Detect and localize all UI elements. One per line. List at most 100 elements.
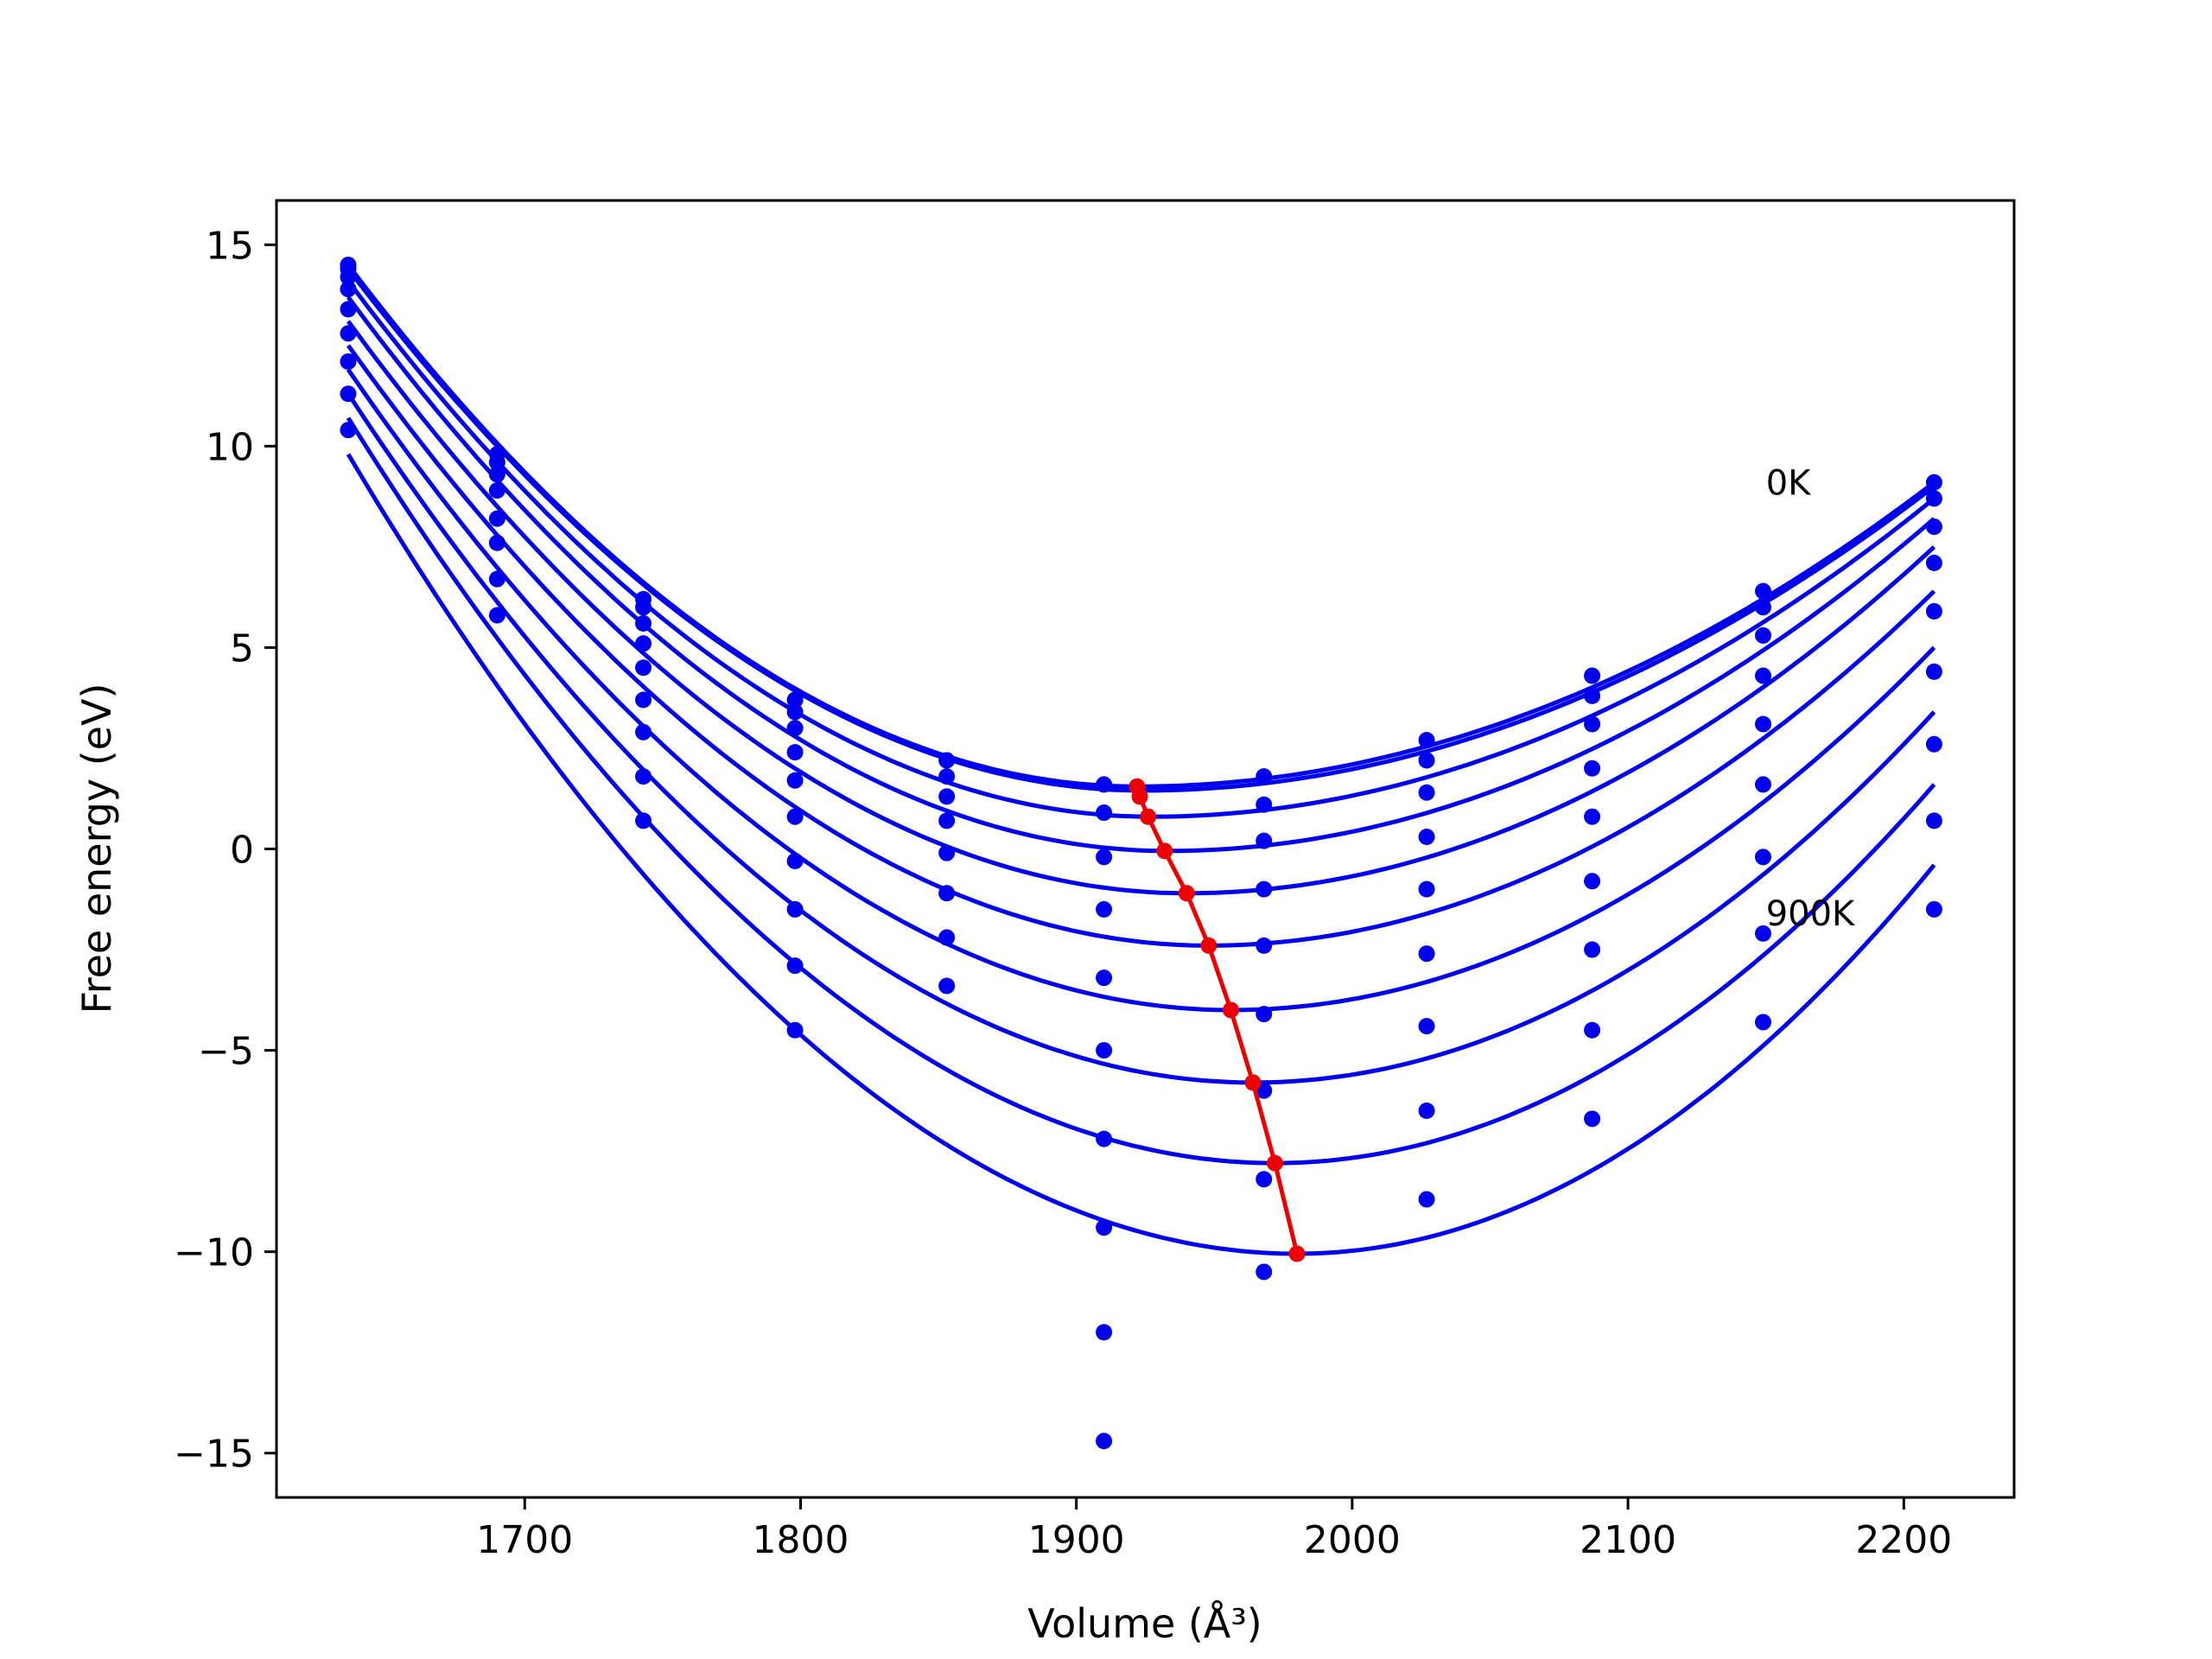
curve-annotation: 0K — [1766, 463, 1812, 503]
data-point — [1096, 969, 1113, 987]
fit-curve-4 — [346, 320, 1936, 896]
data-point — [1255, 1171, 1273, 1188]
data-point — [1096, 1219, 1113, 1236]
data-point — [1584, 941, 1601, 958]
data-point — [1255, 768, 1273, 785]
data-point — [1755, 667, 1772, 684]
data-point — [1584, 808, 1601, 825]
data-point — [1755, 599, 1772, 616]
data-point — [340, 281, 357, 298]
data-point — [1255, 937, 1273, 954]
data-point — [1584, 760, 1601, 777]
minima-point — [1288, 1245, 1306, 1262]
data-point — [1096, 1324, 1113, 1341]
data-point — [1584, 687, 1601, 704]
data-point — [786, 772, 804, 789]
data-point — [1925, 900, 1942, 918]
data-point — [938, 885, 956, 902]
data-point — [488, 482, 505, 499]
fit-curve-5 — [346, 344, 1936, 948]
y-tick-label: −10 — [174, 1231, 254, 1275]
data-point — [635, 812, 652, 830]
data-point — [1418, 880, 1435, 898]
minima-point — [1131, 788, 1148, 805]
x-tick-label: 2100 — [1580, 1518, 1676, 1562]
data-point — [1255, 1263, 1273, 1281]
data-point — [1418, 945, 1435, 963]
data-point — [1096, 1042, 1113, 1059]
data-point — [1255, 1006, 1273, 1023]
data-point — [1255, 880, 1273, 898]
data-point — [938, 812, 956, 830]
fit-curve-7 — [346, 392, 1936, 1085]
minima-point — [1156, 842, 1173, 860]
data-point — [1584, 715, 1601, 733]
data-point — [1925, 490, 1942, 507]
minima-path-line — [1135, 785, 1300, 1255]
minima-point — [1267, 1154, 1284, 1172]
data-point — [1096, 1433, 1113, 1450]
data-point — [1096, 804, 1113, 822]
data-point — [938, 752, 956, 769]
x-tick-label: 1900 — [1028, 1518, 1125, 1562]
x-tick-label: 2200 — [1855, 1518, 1952, 1562]
x-axis-label: Volume (Å³) — [1027, 1600, 1262, 1647]
data-point — [488, 570, 505, 588]
data-point — [1755, 715, 1772, 733]
curve-annotation: 900K — [1766, 894, 1856, 934]
data-point — [635, 768, 652, 785]
y-tick-label: −5 — [198, 1030, 254, 1074]
data-point — [1925, 555, 1942, 572]
data-point — [1755, 1014, 1772, 1031]
fit-curve-6 — [346, 368, 1936, 1013]
data-point — [1755, 776, 1772, 793]
data-point — [1755, 925, 1772, 942]
x-tick-label: 1700 — [476, 1518, 573, 1562]
data-point — [1755, 626, 1772, 644]
data-point — [1096, 1130, 1113, 1147]
annotations: 0K 900K — [1766, 463, 1856, 934]
y-tick-label: −15 — [174, 1433, 254, 1477]
minima-point — [1178, 885, 1195, 902]
minima-point — [1222, 1001, 1239, 1019]
data-point — [786, 720, 804, 737]
data-point — [1096, 776, 1113, 793]
data-point — [786, 808, 804, 825]
data-point — [1584, 873, 1601, 890]
x-tick-label: 1800 — [752, 1518, 849, 1562]
y-tick-label: 5 — [230, 626, 254, 671]
data-point — [635, 723, 652, 741]
data-point — [1255, 796, 1273, 813]
data-point — [488, 466, 505, 483]
data-point — [786, 852, 804, 869]
data-point — [1925, 735, 1942, 753]
y-tick-label: 10 — [206, 425, 254, 469]
data-point — [1584, 1021, 1601, 1039]
data-point — [1418, 1018, 1435, 1035]
data-point — [340, 269, 357, 286]
data-point — [1925, 474, 1942, 491]
data-point — [340, 325, 357, 342]
data-point — [1418, 1102, 1435, 1119]
data-point — [1755, 582, 1772, 600]
data-point — [635, 599, 652, 616]
data-point — [938, 977, 956, 995]
data-point — [1096, 849, 1113, 866]
data-point — [786, 703, 804, 721]
data-point — [1418, 732, 1435, 749]
fit-curve-3 — [346, 296, 1936, 854]
data-point — [786, 1021, 804, 1039]
data-point — [1418, 784, 1435, 801]
data-point — [1925, 602, 1942, 620]
data-point — [635, 614, 652, 632]
data-point — [340, 385, 357, 403]
fit-curve-8 — [346, 416, 1936, 1166]
y-tick-label: 0 — [230, 829, 254, 873]
data-point — [1096, 900, 1113, 918]
data-point — [635, 659, 652, 677]
data-point — [1418, 829, 1435, 846]
data-point — [938, 788, 956, 805]
data-point — [340, 353, 357, 370]
